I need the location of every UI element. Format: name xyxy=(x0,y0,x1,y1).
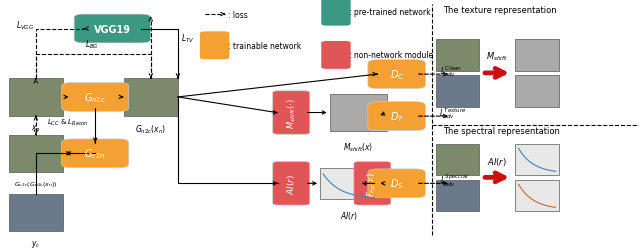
FancyBboxPatch shape xyxy=(354,162,391,205)
Text: $AI(r)$: $AI(r)$ xyxy=(285,173,297,194)
Text: $M_{shift}(x)$: $M_{shift}(x)$ xyxy=(343,141,374,154)
Text: VGG19: VGG19 xyxy=(94,24,131,34)
FancyBboxPatch shape xyxy=(61,83,129,112)
Text: $D_S$: $D_S$ xyxy=(390,177,403,190)
FancyBboxPatch shape xyxy=(61,139,129,168)
Text: $L_{BG}$: $L_{BG}$ xyxy=(85,39,99,51)
Text: $L_{adv}^{Texture}$: $L_{adv}^{Texture}$ xyxy=(439,106,467,120)
Text: $L_{TV}$: $L_{TV}$ xyxy=(181,33,195,45)
Text: $G_{c2n}$: $G_{c2n}$ xyxy=(84,147,106,160)
Text: $D_C$: $D_C$ xyxy=(390,68,404,82)
Text: $F_{hp}(x)$: $F_{hp}(x)$ xyxy=(366,171,379,196)
Text: $AI(r)$: $AI(r)$ xyxy=(487,155,507,167)
FancyBboxPatch shape xyxy=(436,40,479,71)
FancyBboxPatch shape xyxy=(320,168,378,199)
Text: $D_T$: $D_T$ xyxy=(390,110,404,124)
Text: The spectral representation: The spectral representation xyxy=(443,126,559,136)
Text: : pre-trained network: : pre-trained network xyxy=(349,8,431,17)
Text: The texture representation: The texture representation xyxy=(443,6,556,15)
FancyBboxPatch shape xyxy=(273,92,310,135)
Text: : loss: : loss xyxy=(228,10,248,20)
FancyBboxPatch shape xyxy=(9,79,63,116)
FancyBboxPatch shape xyxy=(124,79,178,116)
FancyBboxPatch shape xyxy=(515,144,559,175)
FancyBboxPatch shape xyxy=(436,76,479,107)
FancyBboxPatch shape xyxy=(321,0,351,26)
Text: $G_{c2n}(G_{n2c}(x_n))$: $G_{c2n}(G_{n2c}(x_n))$ xyxy=(14,180,58,188)
FancyBboxPatch shape xyxy=(321,42,351,70)
FancyBboxPatch shape xyxy=(368,102,426,131)
FancyBboxPatch shape xyxy=(368,60,426,89)
FancyBboxPatch shape xyxy=(436,180,479,211)
Text: $L_{VGG}$: $L_{VGG}$ xyxy=(16,20,34,32)
Text: $AI(r)$: $AI(r)$ xyxy=(340,209,358,221)
Text: : trainable network: : trainable network xyxy=(228,42,301,50)
Text: $M_{shift}$: $M_{shift}$ xyxy=(486,51,508,63)
Text: $G_{n2c}(x_n)$: $G_{n2c}(x_n)$ xyxy=(135,123,166,136)
FancyBboxPatch shape xyxy=(515,40,559,71)
Text: : non-network module: : non-network module xyxy=(349,51,434,60)
Text: $x_n$: $x_n$ xyxy=(31,123,41,134)
FancyBboxPatch shape xyxy=(436,144,479,175)
FancyBboxPatch shape xyxy=(200,32,229,60)
FancyBboxPatch shape xyxy=(368,169,426,198)
Text: $G_{n2c}$: $G_{n2c}$ xyxy=(84,91,106,104)
Text: $L_{adv}^{Spectral}$: $L_{adv}^{Spectral}$ xyxy=(440,172,468,188)
Text: $L_{CC}$ & $L_{Recon}$: $L_{CC}$ & $L_{Recon}$ xyxy=(47,118,89,128)
FancyBboxPatch shape xyxy=(330,94,387,132)
Text: $y_c$: $y_c$ xyxy=(31,238,40,249)
FancyBboxPatch shape xyxy=(515,76,559,107)
Text: $M_{shift}(\cdot)$: $M_{shift}(\cdot)$ xyxy=(285,98,298,128)
FancyBboxPatch shape xyxy=(9,194,63,231)
FancyBboxPatch shape xyxy=(74,15,151,44)
FancyBboxPatch shape xyxy=(515,180,559,211)
FancyBboxPatch shape xyxy=(273,162,310,205)
Text: $L_{adv}^{Clean}$: $L_{adv}^{Clean}$ xyxy=(440,64,462,79)
FancyBboxPatch shape xyxy=(9,135,63,172)
